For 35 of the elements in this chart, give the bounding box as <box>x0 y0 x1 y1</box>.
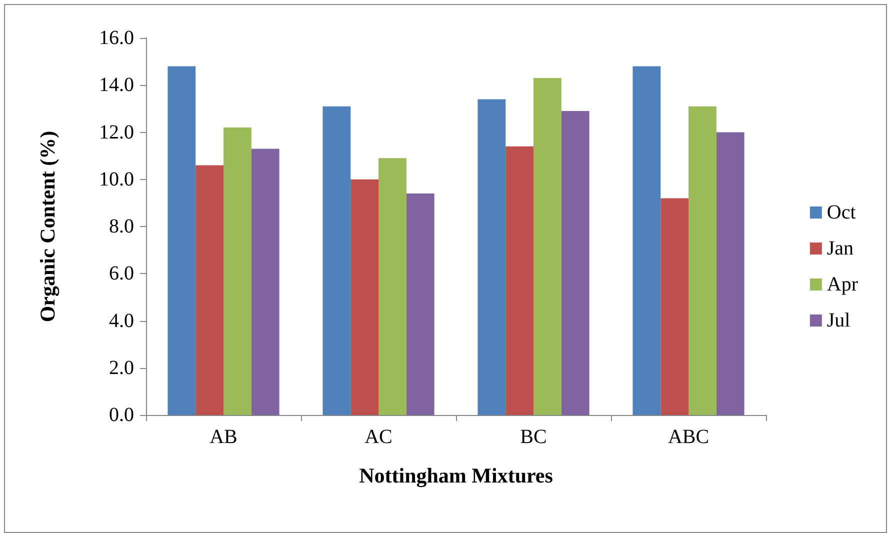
bar <box>561 111 590 415</box>
bar <box>478 99 506 415</box>
bar <box>251 148 280 415</box>
bar <box>350 179 378 415</box>
bar <box>168 66 196 415</box>
bar <box>506 146 534 415</box>
bar <box>688 106 716 415</box>
y-axis-title: Organic Content (%) <box>36 130 60 322</box>
bar <box>632 66 661 415</box>
bar <box>196 165 224 415</box>
bar <box>716 132 744 415</box>
x-tick-label: AC <box>364 426 392 448</box>
y-tick-label: 14.0 <box>99 74 134 96</box>
bar <box>534 78 562 415</box>
bar <box>322 106 351 415</box>
bar <box>660 198 688 415</box>
legend-label: Apr <box>826 274 858 296</box>
x-axis-title: Nottingham Mixtures <box>359 464 553 488</box>
y-tick-label: 2.0 <box>109 356 134 379</box>
bar <box>378 158 406 415</box>
x-tick-label: AB <box>210 426 238 448</box>
bar <box>224 128 252 415</box>
legend-label: Jul <box>826 310 851 332</box>
y-tick-label: 10.0 <box>99 168 134 190</box>
y-tick-label: 0.0 <box>109 404 134 426</box>
x-tick-label: ABC <box>668 426 710 448</box>
legend-label: Oct <box>826 202 856 224</box>
y-tick-label: 6.0 <box>109 262 134 285</box>
x-tick-label: BC <box>520 426 547 448</box>
y-tick-label: 12.0 <box>99 121 134 144</box>
legend-label: Jan <box>826 238 854 260</box>
y-tick-label: 8.0 <box>109 216 134 238</box>
y-tick-label: 4.0 <box>109 310 134 332</box>
bar <box>406 194 434 415</box>
y-tick-label: 16.0 <box>99 27 134 49</box>
